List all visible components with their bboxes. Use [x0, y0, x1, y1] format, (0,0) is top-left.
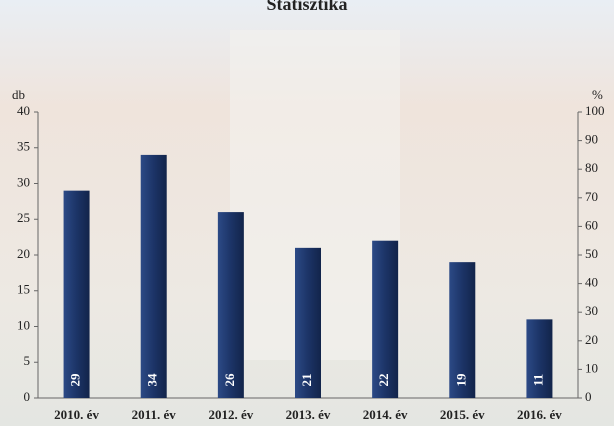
y2-tick-label: 80	[585, 160, 598, 175]
value-label: 26	[222, 373, 237, 387]
value-label: 34	[145, 373, 160, 387]
y-tick-label: 30	[17, 174, 30, 189]
bar	[63, 190, 90, 398]
y2-tick-label: 90	[585, 132, 598, 147]
x-tick-label: 2016. év	[517, 407, 562, 422]
bar	[449, 262, 476, 398]
bar	[295, 247, 321, 398]
y2-tick-label: 10	[585, 360, 598, 375]
value-label: 29	[68, 373, 83, 387]
x-tick-label: 2015. év	[440, 407, 485, 422]
x-tick-label: 2011. év	[132, 407, 177, 422]
y-tick-label: 35	[17, 139, 30, 154]
y-axis-label: db	[12, 87, 25, 102]
y-tick-label: 15	[17, 282, 30, 297]
y-tick-label: 0	[24, 389, 31, 404]
bar	[140, 154, 167, 398]
y-tick-label: 40	[17, 103, 30, 118]
y-tick-label: 25	[17, 210, 30, 225]
y2-tick-label: 50	[585, 246, 598, 261]
y2-tick-label: 70	[585, 189, 598, 204]
y-tick-label: 10	[17, 317, 30, 332]
chart-title: Statisztika	[267, 0, 348, 14]
y-tick-label: 5	[24, 353, 31, 368]
y2-tick-label: 60	[585, 217, 598, 232]
value-label: 22	[376, 374, 391, 387]
value-label: 11	[530, 374, 545, 386]
bar	[217, 212, 244, 398]
x-tick-label: 2014. év	[363, 407, 408, 422]
y2-tick-label: 0	[585, 389, 592, 404]
x-tick-label: 2013. év	[286, 407, 331, 422]
value-label: 21	[299, 374, 314, 387]
value-label: 19	[453, 373, 468, 387]
y2-tick-label: 40	[585, 275, 598, 290]
y2-tick-label: 100	[585, 103, 605, 118]
bar	[526, 319, 553, 398]
y2-tick-label: 30	[585, 303, 598, 318]
y2-tick-label: 20	[585, 332, 598, 347]
bar	[372, 240, 399, 398]
x-tick-label: 2010. év	[54, 407, 99, 422]
y2-axis-label: %	[592, 87, 603, 102]
x-tick-label: 2012. év	[208, 407, 253, 422]
y-tick-label: 20	[17, 246, 30, 261]
